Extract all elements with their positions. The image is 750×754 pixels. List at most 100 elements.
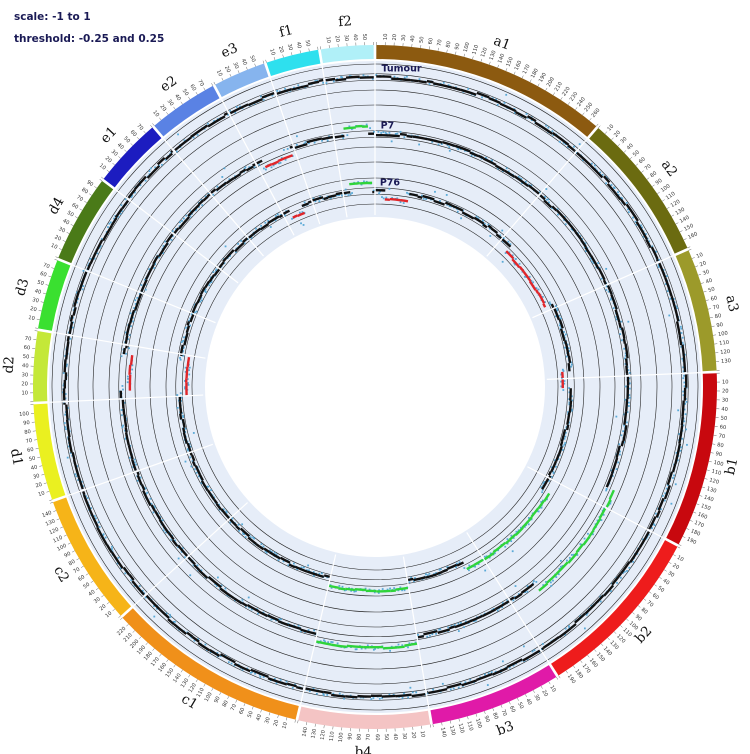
data-point [200, 296, 203, 299]
tick-mark [677, 546, 681, 549]
data-point [196, 133, 199, 136]
tick-mark [180, 101, 183, 105]
data-point [408, 642, 411, 645]
tick-label: 10 [696, 252, 704, 260]
tick-label: 60 [27, 447, 35, 454]
data-point [570, 228, 573, 231]
data-point [133, 458, 136, 461]
cn-segment [622, 424, 628, 442]
cn-segment [122, 566, 131, 576]
data-point [624, 354, 627, 357]
data-point [262, 611, 265, 614]
data-point [365, 123, 368, 126]
cn-segment [219, 653, 236, 664]
cn-segment [345, 75, 360, 79]
data-point [227, 113, 229, 116]
tick-mark [629, 156, 633, 160]
data-point [136, 296, 139, 299]
data-point [184, 427, 187, 430]
data-point [526, 658, 529, 661]
tick-label: 40 [705, 278, 713, 286]
data-point [381, 588, 384, 590]
data-point [599, 595, 602, 598]
loss-segment [542, 303, 547, 308]
cn-segment [312, 196, 324, 202]
data-point [446, 566, 449, 568]
data-point [237, 523, 240, 526]
data-point [93, 257, 96, 260]
data-point [541, 489, 544, 491]
tick-mark [696, 503, 700, 505]
data-point [76, 465, 78, 468]
gain-segment [518, 526, 524, 533]
tick-mark [50, 502, 54, 504]
cn-segment [567, 355, 572, 364]
tick-label: 130 [608, 640, 619, 651]
data-point [600, 519, 603, 522]
data-point [632, 216, 634, 219]
data-point [66, 456, 69, 459]
data-point [178, 225, 181, 228]
data-point [540, 486, 543, 489]
cn-segment [136, 474, 143, 486]
data-point [377, 130, 380, 133]
data-point [683, 420, 686, 423]
tick-label: 10 [37, 490, 45, 498]
data-point [259, 676, 262, 678]
tick-mark [703, 291, 707, 293]
tick-mark [678, 544, 682, 546]
data-point [146, 491, 149, 494]
tick-label: 70 [25, 438, 32, 445]
tick-mark [246, 66, 248, 70]
segment-divider [546, 372, 701, 381]
data-point [681, 341, 684, 344]
data-point [197, 205, 200, 208]
cn-segment [136, 471, 140, 476]
data-point [322, 692, 325, 695]
data-point [504, 545, 507, 548]
cn-segment [527, 184, 540, 195]
data-point [346, 134, 349, 137]
data-point [532, 580, 535, 582]
tick-mark [145, 642, 148, 645]
data-point [513, 262, 516, 265]
tick-mark [700, 282, 704, 284]
data-point [193, 303, 196, 306]
cn-segment [96, 526, 109, 546]
data-point [129, 444, 132, 447]
cn-segment [210, 188, 217, 194]
cn-segment [323, 690, 332, 695]
data-point [328, 135, 330, 138]
data-point [179, 392, 182, 395]
tick-mark [567, 102, 570, 105]
data-point [189, 574, 192, 577]
tick-mark [698, 273, 702, 276]
data-point [550, 466, 553, 469]
cn-segment [152, 255, 160, 265]
data-point [501, 602, 504, 604]
data-point [200, 482, 203, 485]
data-point [426, 635, 429, 638]
tick-label: 40 [410, 35, 417, 42]
data-point [407, 646, 409, 649]
data-point [243, 242, 246, 245]
tick-mark [623, 150, 627, 153]
data-point [140, 284, 143, 286]
data-point [615, 318, 618, 321]
data-point [75, 475, 78, 478]
data-point [583, 246, 586, 249]
data-point [194, 311, 196, 314]
data-point [219, 655, 222, 657]
cn-segment [423, 629, 438, 636]
cn-segment [671, 463, 677, 473]
data-point [200, 299, 203, 302]
ideogram-d3 [38, 260, 71, 331]
tick-label: 90 [23, 420, 30, 427]
data-point [615, 415, 618, 418]
data-point [547, 198, 550, 201]
ideogram-a2 [589, 127, 688, 254]
segment-label-b3: b3 [494, 718, 516, 739]
cn-segment [123, 414, 128, 428]
data-point [450, 625, 453, 627]
data-point [131, 364, 134, 367]
